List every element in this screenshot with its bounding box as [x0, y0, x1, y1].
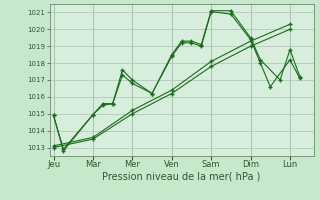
X-axis label: Pression niveau de la mer( hPa ): Pression niveau de la mer( hPa ) [102, 172, 261, 182]
